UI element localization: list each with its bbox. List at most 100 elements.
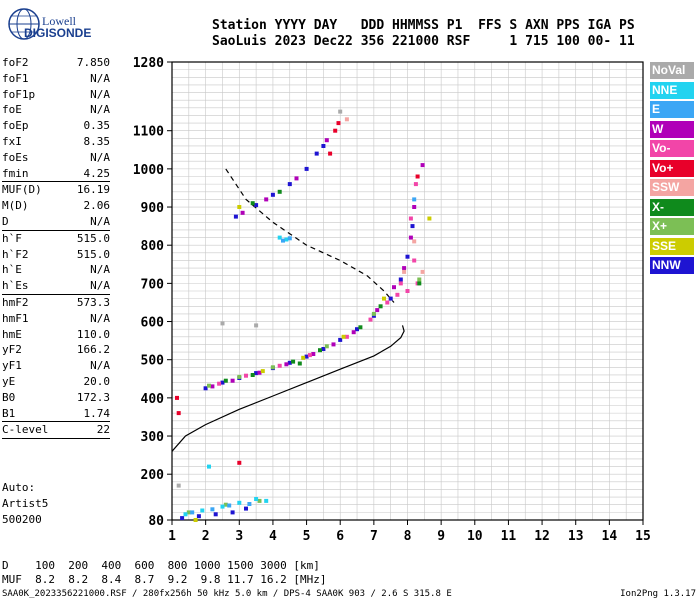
echo-point [203,386,208,391]
x-tick-label: 11 [501,529,517,544]
y-tick-label: 1100 [133,125,164,140]
echo-point [277,363,282,368]
echo-point [405,289,410,293]
echo-point [237,500,242,505]
echo-point [408,216,413,221]
echo-point [408,235,413,240]
y-tick-label: 500 [141,354,165,369]
echo-point [304,354,309,359]
param-separator [2,438,110,440]
param-value: 20.0 [83,374,111,388]
echo-point [220,380,225,385]
param-value: N/A [90,214,110,228]
param-name: hmE [2,327,22,341]
x-tick-label: 12 [534,529,550,544]
station-header: Station YYYY DAY DDD HHMMSS P1 FFS S AXN… [212,18,635,50]
echo-point [371,311,376,316]
echo-point [420,269,425,274]
echo-point [270,365,275,370]
echo-point [200,508,205,513]
echo-point [277,235,282,240]
echo-point [260,369,265,374]
param-name: D [2,214,9,228]
param-row-foe: foE N/A [2,102,110,118]
echo-point [301,355,306,360]
echo-point [186,510,191,515]
param-row-hmf1: hmF1 N/A [2,311,110,327]
echo-point [294,176,299,181]
echo-point [257,498,262,503]
auto-scaling-info: Auto: Artist5 500200 [2,480,48,528]
echo-point [223,502,228,507]
echo-point [287,236,292,241]
echo-point [270,192,275,197]
echo-point [175,395,179,400]
legend: NoVal NNE E W Vo- Vo+ SSW X- X+ SSE NNW [650,62,694,277]
echo-point [417,281,422,286]
param-row-hf: h`F 515.0 [2,231,110,247]
echo-point [321,347,326,351]
echo-point [217,381,222,386]
echo-point [250,373,255,377]
auto-version: 500200 [2,513,42,526]
echo-point [230,510,235,515]
param-name: foF1p [2,87,36,101]
param-value: 110.0 [76,327,110,341]
echo-point [375,308,380,313]
echo-point [207,383,211,388]
echo-point [341,334,346,339]
param-value: N/A [90,103,110,117]
param-row-fmin: fmin 4.25 [2,166,110,182]
echo-point [180,516,185,521]
echo-point [395,292,400,297]
echo-point [210,384,215,389]
echo-point [213,512,218,517]
file-footer: SAA0K_2023356221000.RSF / 280fx256h 50 k… [2,589,452,599]
param-value: 4.25 [83,166,111,180]
x-tick-label: 8 [404,529,412,544]
echo-point [284,237,289,242]
param-row-foep: foEp 0.35 [2,118,110,134]
version-label: Ion2Png 1.3.17 [620,589,696,599]
y-tick-label: 300 [141,430,165,445]
echo-point [351,330,356,335]
param-row-fof1p: foF1p N/A [2,87,110,103]
echo-point [227,503,232,508]
legend-item-nne: NNE [650,81,694,99]
echo-point [427,216,432,221]
echo-point [254,497,259,501]
globe-icon [8,8,40,40]
muf-distance-table: D 100 200 400 600 800 1000 1500 3000 [km… [2,559,327,587]
legend-item-xminus: X- [650,198,694,216]
legend-item-xplus: X+ [650,218,694,235]
x-tick-label: 2 [202,529,210,544]
echo-point [392,285,396,290]
echo-point [257,370,262,375]
distance-row: D 100 200 400 600 800 1000 1500 3000 [km… [2,559,320,572]
echo-point [420,163,425,168]
param-name: foE [2,103,22,117]
param-row-b0: B0 172.3 [2,390,110,406]
param-name: h`Es [2,279,29,293]
echo-point [223,378,228,383]
param-name: yE [2,374,16,388]
echo-point [311,352,316,356]
echo-point [304,166,309,171]
param-value: 515.0 [76,247,110,261]
echo-point [402,266,407,271]
echo-point [207,464,211,469]
param-value: N/A [90,279,110,293]
echo-point [412,205,417,209]
param-name: MUF(D) [2,183,42,197]
param-row-b1: B1 1.74 [2,406,110,422]
echo-point [307,353,312,358]
echo-point [237,460,242,465]
param-row-fxi: fxI 8.35 [2,134,110,150]
echo-point [368,317,373,322]
echo-point [233,214,238,219]
electron-density-profile-line [171,325,405,452]
param-value: N/A [90,150,110,164]
y-tick-label: 900 [141,201,165,216]
echo-point [254,371,259,376]
